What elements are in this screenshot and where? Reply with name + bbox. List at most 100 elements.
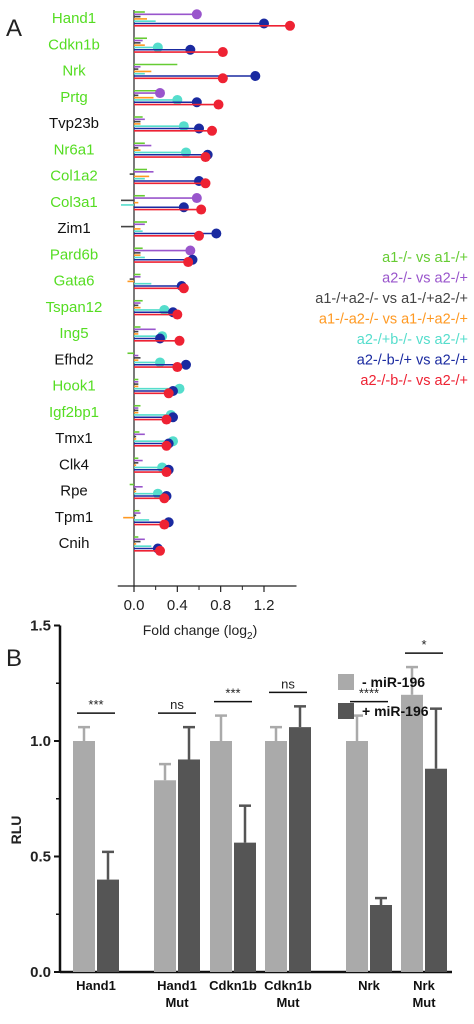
lollipop-head — [250, 71, 261, 81]
panel-b-legend: - miR-196 + miR-196 — [338, 674, 429, 719]
gene-label: Tspan12 — [46, 299, 103, 316]
legend-entry: a1-/-a2-/- vs a1-/+a2-/+ — [319, 312, 468, 328]
lollipop-head — [217, 73, 228, 84]
gene-label: Pard6b — [50, 246, 98, 263]
category-label: Nrk — [358, 978, 380, 993]
panel-a-lollipop-chart: 0.0 0.4 0.8 1.2 Hand1 Cdkn1b Nrk Prtg Tvp23b Nr6a… — [46, 9, 297, 614]
x-axis-label-main: Fold change (log — [143, 622, 247, 638]
panel-b-label: B — [6, 645, 22, 672]
lollipop-head — [178, 202, 189, 213]
category-label: Hand1 — [76, 978, 116, 993]
gene-label: Nr6a1 — [54, 141, 95, 158]
significance-label: *** — [88, 697, 103, 712]
gene-label: Hand1 — [52, 10, 96, 27]
lollipop-head — [213, 99, 224, 110]
lollipop-head — [180, 147, 191, 158]
lollipop-head — [185, 245, 196, 256]
lollipop-head — [193, 123, 204, 134]
panel-a-label: A — [6, 15, 22, 42]
lollipop-head — [180, 359, 191, 370]
gene-label: Efhd2 — [54, 351, 93, 368]
gene-label: Rpe — [60, 483, 88, 500]
bar — [425, 768, 447, 972]
bar — [97, 879, 119, 972]
gene-label: Nrk — [62, 63, 86, 80]
lollipop-head — [161, 467, 172, 478]
lollipop-head — [163, 388, 174, 399]
bar — [401, 694, 423, 972]
x-axis-label-end: ) — [253, 622, 258, 638]
panel-a-legend: a1-/- vs a1-/+ a2-/- vs a2-/+ a1-/+a2-/- v… — [315, 250, 468, 389]
y-tick-label: 0.0 — [30, 964, 51, 981]
x-axis-label-subscript: 2 — [247, 631, 253, 642]
y-tick-label: 0.5 — [30, 849, 51, 866]
lollipop-head — [172, 362, 183, 373]
gene-label: Hook1 — [52, 378, 95, 395]
gene-label: Col3a1 — [50, 194, 98, 211]
panel-a-x-axis-label: Fold change (log2) — [143, 622, 258, 642]
significance-label: ns — [170, 697, 184, 712]
bar — [73, 741, 95, 972]
legend-entry: a2-/-b-/+ vs a2-/+ — [357, 353, 468, 369]
lollipop-head — [191, 97, 202, 108]
lollipop-head — [172, 94, 183, 105]
lollipop-head — [154, 88, 165, 99]
category-label: Cdkn1b — [209, 978, 257, 993]
y-tick-label: 1.5 — [30, 618, 51, 635]
lollipop-head — [191, 193, 202, 204]
lollipop-head — [174, 335, 185, 346]
bar — [346, 741, 368, 972]
lollipop-head — [211, 228, 222, 239]
lollipop-head — [159, 519, 170, 530]
lollipop-head — [159, 304, 170, 315]
x-tick-label: 0.8 — [210, 597, 231, 614]
significance-label: ns — [281, 676, 295, 691]
legend-entry: + miR-196 — [362, 703, 429, 719]
x-tick-label: 0.4 — [167, 597, 188, 614]
y-tick-label: 1.0 — [30, 733, 51, 750]
legend-entry: a2-/-b-/- vs a2-/+ — [360, 373, 468, 389]
bar — [234, 842, 256, 972]
lollipop-head — [217, 47, 228, 58]
lollipop-head — [193, 230, 204, 241]
bar — [178, 759, 200, 972]
gene-label: Prtg — [60, 89, 88, 106]
lollipop-head — [196, 204, 207, 215]
panel-b-y-axis-label: RLU — [8, 816, 24, 845]
panel-b-bar-chart: 0.0 0.5 1.0 1.5 *** Hand1 ns Hand1 Mut *** Cdkn1b n… — [30, 618, 452, 1010]
lollipop-head — [284, 20, 295, 31]
legend-swatch — [338, 703, 354, 719]
legend-entry: a2-/- vs a2-/+ — [382, 271, 468, 287]
legend-entry: a2-/+b-/- vs a2-/+ — [357, 332, 468, 348]
legend-entry: a1-/- vs a1-/+ — [382, 250, 468, 266]
bar — [370, 905, 392, 972]
gene-label: Col1a2 — [50, 168, 98, 185]
significance-label: **** — [359, 686, 379, 701]
lollipop-head — [178, 121, 189, 132]
gene-label: Cnih — [59, 535, 90, 552]
gene-label: Igf2bp1 — [49, 404, 99, 421]
legend-swatch — [338, 674, 354, 690]
gene-label: Tpm1 — [55, 509, 93, 526]
category-label: Mut — [412, 995, 436, 1010]
lollipop-head — [206, 125, 217, 136]
lollipop-head — [152, 42, 163, 53]
gene-label: Tvp23b — [49, 115, 99, 132]
lollipop-head — [258, 18, 269, 29]
x-tick-label: 0.0 — [124, 597, 145, 614]
category-label: Mut — [165, 995, 189, 1010]
x-tick-label: 1.2 — [254, 597, 275, 614]
lollipop-head — [154, 545, 165, 556]
category-label: Hand1 — [157, 978, 197, 993]
gene-label: Ing5 — [59, 325, 88, 342]
lollipop-head — [154, 357, 165, 368]
lollipop-head — [185, 44, 196, 55]
significance-label: * — [421, 637, 426, 652]
lollipop-head — [200, 152, 211, 163]
bar — [210, 741, 232, 972]
bar — [154, 780, 176, 972]
lollipop-head — [172, 309, 183, 320]
lollipop-head — [161, 414, 172, 425]
gene-label: Zim1 — [57, 220, 90, 237]
